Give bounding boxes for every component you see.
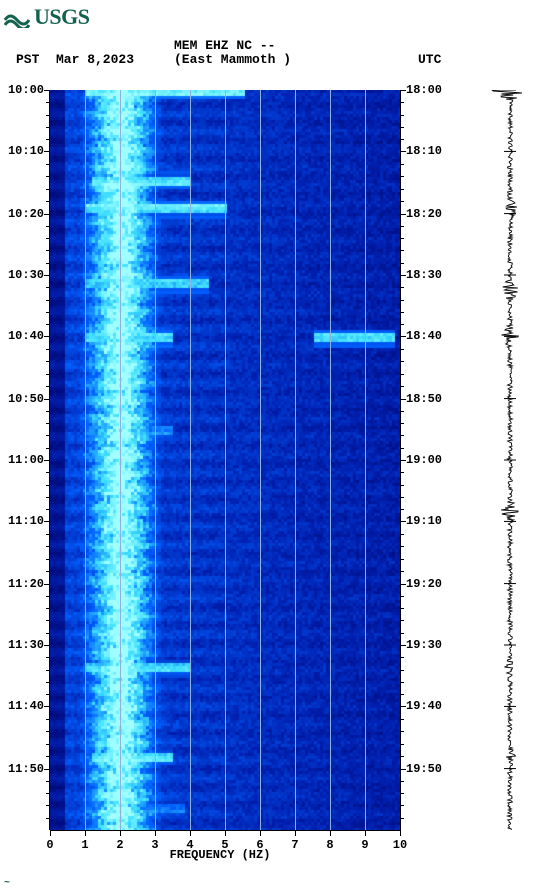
y-tick-label: 11:40: [0, 699, 50, 713]
gridline: [190, 90, 191, 830]
gridline: [225, 90, 226, 830]
y-tick-label: 10:10: [0, 144, 50, 158]
y-tick-label: 11:50: [0, 762, 50, 776]
y-tick-label: 11:10: [0, 514, 50, 528]
station-title-line1: MEM EHZ NC --: [174, 38, 275, 53]
y-tick-label: 11:20: [0, 577, 50, 591]
y-tick-label: 10:20: [0, 207, 50, 221]
x-axis-label: FREQUENCY (HZ): [0, 848, 440, 862]
y-tick-label: 19:00: [400, 453, 460, 467]
y-tick-label: 19:50: [400, 762, 460, 776]
usgs-wave-icon: [4, 6, 30, 28]
y-tick-label: 10:40: [0, 329, 50, 343]
y-tick-label: 18:40: [400, 329, 460, 343]
spectrogram-plot: [50, 90, 400, 830]
y-tick-label: 19:40: [400, 699, 460, 713]
y-tick-label: 18:50: [400, 392, 460, 406]
y-tick-label: 19:30: [400, 638, 460, 652]
y-tick-label: 19:10: [400, 514, 460, 528]
gridline: [260, 90, 261, 830]
y-axis-left: 10:0010:1010:2010:3010:4010:5011:0011:10…: [0, 90, 50, 830]
gridline: [365, 90, 366, 830]
y-tick-label: 18:30: [400, 268, 460, 282]
station-title-line2: (East Mammoth ): [174, 52, 291, 67]
y-axis-right: 18:0018:1018:2018:3018:4018:5019:0019:10…: [400, 90, 460, 830]
tz-left-label: PST: [16, 52, 39, 67]
y-tick-label: 18:10: [400, 144, 460, 158]
y-tick-label: 11:00: [0, 453, 50, 467]
date-label: Mar 8,2023: [56, 52, 134, 67]
usgs-logo-text: USGS: [34, 4, 89, 30]
tz-right-label: UTC: [418, 52, 441, 67]
usgs-logo: USGS: [4, 4, 89, 30]
y-tick-label: 18:00: [400, 83, 460, 97]
y-tick-label: 18:20: [400, 207, 460, 221]
gridline: [295, 90, 296, 830]
gridline: [330, 90, 331, 830]
gridline: [155, 90, 156, 830]
y-tick-label: 10:30: [0, 268, 50, 282]
y-tick-label: 19:20: [400, 577, 460, 591]
y-tick-label: 10:50: [0, 392, 50, 406]
gridline: [85, 90, 86, 830]
gridline: [120, 90, 121, 830]
y-tick-label: 10:00: [0, 83, 50, 97]
footer-mark: ~: [4, 878, 10, 889]
waveform-trace: [490, 90, 530, 830]
y-tick-label: 11:30: [0, 638, 50, 652]
